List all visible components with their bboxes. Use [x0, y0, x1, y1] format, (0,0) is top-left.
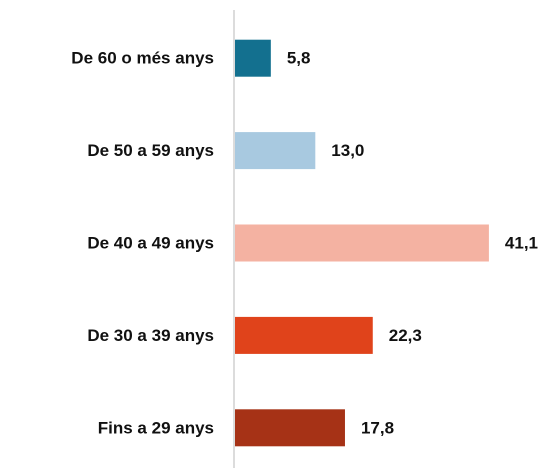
value-label: 41,1	[505, 233, 538, 252]
value-label: 22,3	[389, 326, 422, 345]
category-label: De 60 o més anys	[71, 49, 214, 68]
bar	[235, 39, 271, 77]
bar	[235, 132, 316, 170]
category-label: Fins a 29 anys	[98, 418, 214, 437]
value-label: 17,8	[361, 418, 394, 437]
category-label: De 40 a 49 anys	[87, 233, 214, 252]
category-label: De 30 a 39 anys	[87, 326, 214, 345]
category-label: De 50 a 59 anys	[87, 141, 214, 160]
bar	[235, 409, 345, 447]
bar	[235, 224, 489, 262]
bar	[235, 316, 373, 354]
value-label: 5,8	[287, 49, 311, 68]
value-label: 13,0	[331, 141, 364, 160]
